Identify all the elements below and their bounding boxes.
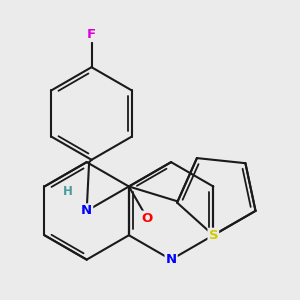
Text: S: S bbox=[208, 229, 218, 242]
Text: O: O bbox=[142, 212, 153, 225]
Text: F: F bbox=[87, 28, 96, 41]
Text: N: N bbox=[81, 204, 92, 218]
Text: H: H bbox=[63, 185, 73, 198]
Text: N: N bbox=[166, 253, 177, 266]
